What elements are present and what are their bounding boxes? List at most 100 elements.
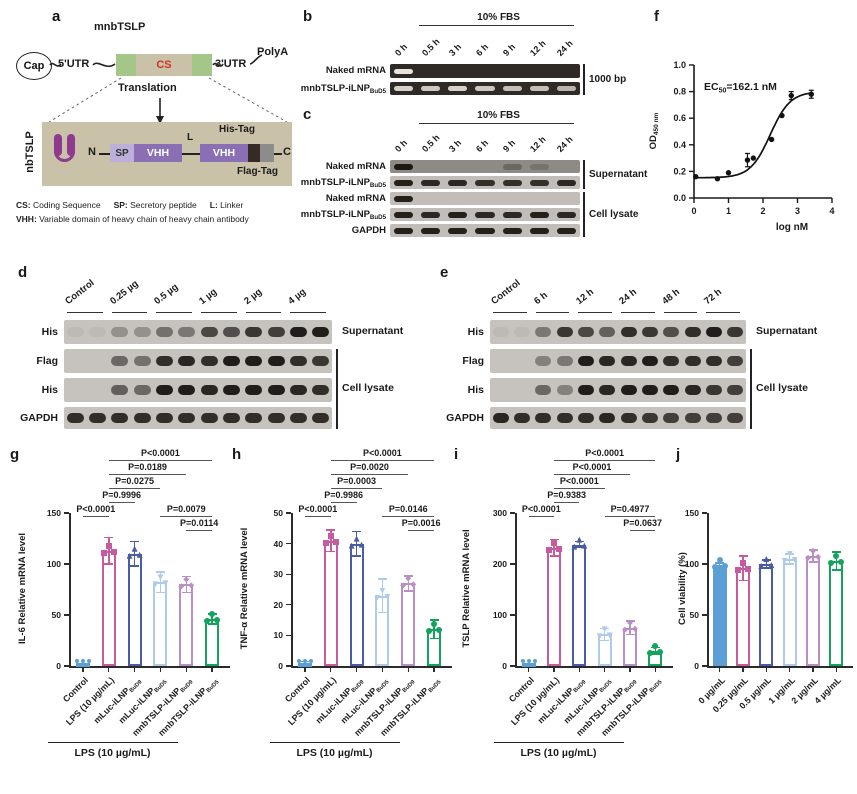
error-bar (629, 621, 631, 635)
gel-band (421, 86, 441, 91)
error-cap (650, 653, 660, 655)
gel-band (529, 227, 549, 234)
lane-label: 3 h (446, 41, 464, 58)
data-point (768, 562, 775, 568)
data-point (332, 538, 339, 545)
vhh2-box: VHH (200, 144, 248, 162)
data-point (204, 618, 211, 625)
gel-band (394, 179, 414, 186)
x-tick (381, 668, 384, 672)
error-cap (104, 563, 114, 565)
blot-band (705, 385, 723, 395)
blot-band (705, 413, 723, 423)
error-bar (133, 541, 136, 567)
blot-band (577, 356, 595, 366)
error-bar (381, 578, 384, 613)
group-underline (493, 312, 527, 314)
data-point (788, 92, 794, 99)
error-cap (549, 538, 559, 541)
error-bar (407, 575, 409, 592)
pvalue-label: P<0.0001 (298, 504, 338, 514)
y-tick-label: 10 (273, 630, 283, 641)
bar (806, 555, 820, 666)
y-tick (286, 604, 291, 606)
gel-band (448, 211, 468, 218)
x-tick-label: 1 (726, 206, 731, 216)
blot-band (155, 413, 174, 423)
x-tick (330, 668, 332, 672)
gel-band (502, 163, 522, 170)
error-bar (603, 628, 606, 641)
blot-band (111, 356, 129, 366)
data-point (302, 658, 307, 663)
blot-band (178, 413, 196, 423)
pvalue-label: P=0.0189 (128, 462, 167, 472)
y-tick (64, 665, 69, 667)
blot-band (492, 413, 509, 423)
error-cap (207, 623, 217, 625)
error-cap (352, 555, 362, 557)
blot-band (88, 413, 107, 423)
error-cap (831, 569, 841, 571)
data-point (815, 553, 821, 560)
blot-band (312, 385, 330, 395)
gel-band (502, 211, 522, 218)
pvalue-line (330, 487, 383, 489)
y-tick-label: 0 (278, 661, 283, 671)
gel-band (475, 211, 495, 218)
hairpin-icon (54, 134, 76, 168)
pvalue-line (382, 515, 435, 517)
panel-tag-j: j (676, 446, 681, 463)
cap-label: Cap (23, 60, 45, 72)
y-tick-label: 100 (46, 559, 61, 569)
fit-curve (694, 91, 814, 179)
bar (349, 543, 364, 666)
gel-strip (390, 64, 580, 78)
gel-strip (390, 176, 580, 189)
y-tick (702, 614, 707, 616)
y-tick-label: 0 (502, 661, 507, 671)
blot-band (492, 327, 509, 337)
blot-band (200, 385, 218, 395)
gel-band (421, 211, 441, 218)
panel-tag-a: a (52, 8, 61, 25)
blot-band (245, 385, 263, 395)
error-bar (718, 562, 721, 568)
gel-band (529, 86, 549, 91)
error-cap (377, 611, 387, 614)
blot-band (577, 413, 595, 423)
fbs-header: 10% FBS (477, 110, 520, 121)
panel-j: j Cell viability (%) 0 50 100 150 0 µg/mL 0.25 … (674, 446, 857, 794)
blot-band (133, 327, 151, 337)
data-point (183, 576, 190, 583)
bracket-label: Supernatant (342, 325, 404, 337)
panel-f: f 0 1 2 3 4 0.0 0.2 0.4 0.6 0.8 1.0 OD450 nm log nM EC… (640, 6, 857, 244)
blot-band (267, 356, 285, 366)
utr5-label: 5'UTR (58, 58, 90, 70)
blot-band (513, 413, 531, 423)
blot-band (727, 385, 744, 395)
data-point (178, 583, 185, 590)
data-point (322, 539, 329, 546)
y-axis (515, 513, 517, 667)
data-point (693, 174, 699, 180)
y-tick (702, 665, 707, 667)
bar (205, 619, 220, 666)
gel-strip (390, 224, 580, 237)
linker-label: L (187, 132, 194, 143)
cs-segment: CS (136, 54, 192, 76)
y-tick-label: 30 (273, 569, 283, 580)
utr3-label: 3'UTR (215, 58, 247, 70)
gel-band (448, 179, 468, 186)
x-tick (789, 668, 791, 672)
error-cap (326, 550, 336, 553)
data-point (781, 557, 788, 564)
blot-band (684, 356, 701, 366)
y-tick (286, 512, 291, 514)
error-bar (159, 572, 162, 593)
gel-band (394, 211, 414, 218)
fbs-header-line (419, 25, 574, 27)
x-tick-label: 2 (760, 206, 765, 216)
ec50-chart: 0 1 2 3 4 0.0 0.2 0.4 0.6 0.8 1.0 OD450 nm log nM EC5… (648, 60, 835, 233)
data-point (358, 541, 365, 548)
